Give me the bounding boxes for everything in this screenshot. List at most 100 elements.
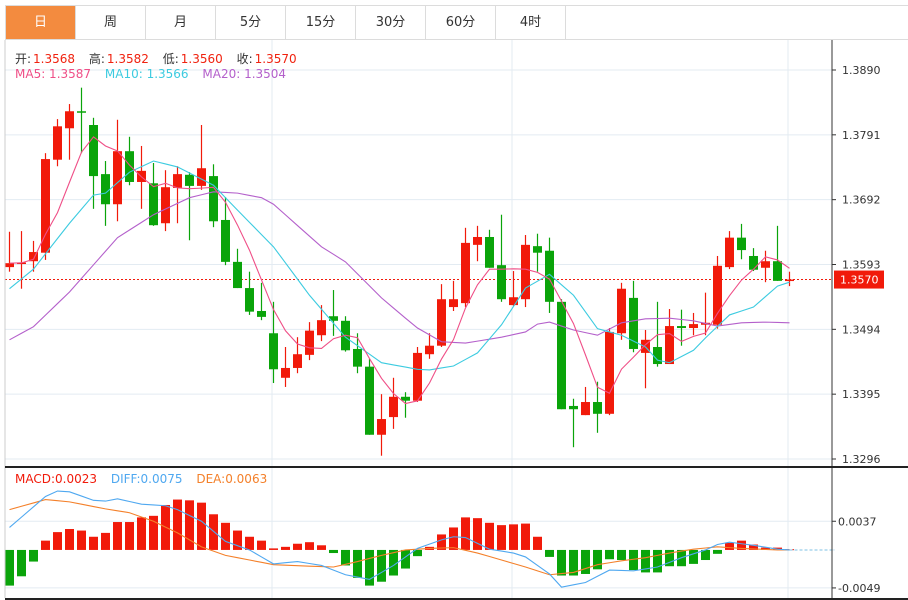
- candle-body: [485, 236, 494, 268]
- macd-bar: [473, 518, 482, 550]
- macd-legend: MACD:0.0023 DIFF:0.0075 DEA:0.0063: [15, 472, 269, 486]
- macd-bar: [101, 532, 110, 550]
- macd-bar: [173, 499, 182, 550]
- macd-bar: [701, 549, 710, 561]
- candle-body: [605, 331, 614, 414]
- ma5-line: [9, 136, 790, 405]
- candle: [41, 153, 50, 260]
- candle-body: [569, 405, 578, 410]
- high-label: 高:: [88, 52, 105, 66]
- macd-bar: [545, 549, 554, 557]
- macd-bar: [209, 514, 218, 550]
- price-tick-label: 1.3791: [842, 129, 881, 142]
- candle: [605, 328, 614, 416]
- macd-bar: [41, 540, 50, 550]
- open-value: 1.3568: [33, 52, 76, 66]
- candle-body: [185, 174, 194, 186]
- candle: [293, 337, 302, 374]
- tab-4hour[interactable]: 4时: [496, 6, 566, 39]
- candle: [281, 347, 290, 387]
- tab-day[interactable]: 日: [6, 6, 76, 39]
- candle-body: [641, 339, 650, 353]
- candle: [641, 329, 650, 389]
- price-tick-label: 1.3494: [842, 323, 881, 336]
- macd-bar: [377, 549, 386, 582]
- candle-body: [425, 345, 434, 355]
- macd-bar: [653, 549, 662, 573]
- candle: [233, 248, 242, 289]
- ma10-value: MA10: 1.3566: [104, 67, 189, 81]
- candle: [713, 255, 722, 329]
- candle-body: [281, 367, 290, 378]
- macd-bar: [341, 549, 350, 566]
- macd-bar: [509, 524, 518, 550]
- candle-body: [41, 159, 50, 253]
- close-label: 收:: [236, 52, 253, 66]
- candle-body: [749, 255, 758, 270]
- candle-body: [101, 174, 110, 205]
- diff-line: [9, 490, 790, 588]
- tab-60min[interactable]: 60分: [426, 6, 496, 39]
- last-price-label: 1.3570: [840, 274, 879, 287]
- candle-body: [197, 168, 206, 186]
- candle: [173, 166, 182, 224]
- ma-legend: MA5: 1.3587 MA10: 1.3566 MA20: 1.3504: [15, 67, 288, 81]
- macd-bar: [581, 549, 590, 574]
- tab-week[interactable]: 周: [76, 6, 146, 39]
- candle: [449, 280, 458, 311]
- macd-tick-label: -0.0049: [838, 582, 880, 595]
- macd-bar: [713, 549, 722, 554]
- candle-body: [509, 297, 518, 306]
- period-tabs: 日 周 月 5分 15分 30分 60分 4时: [5, 5, 908, 40]
- candle: [29, 240, 38, 272]
- candle: [389, 377, 398, 429]
- candle-body: [593, 402, 602, 414]
- candle-body: [77, 111, 86, 113]
- diff-value: DIFF:0.0075: [110, 472, 183, 486]
- candle: [737, 223, 746, 260]
- candle: [413, 347, 422, 403]
- candle-body: [533, 246, 542, 253]
- open-label: 开:: [15, 52, 32, 66]
- macd-bar: [113, 522, 122, 550]
- candle-body: [449, 299, 458, 308]
- macd-bar: [329, 549, 338, 554]
- candle: [221, 197, 230, 266]
- candle: [269, 301, 278, 384]
- macd-bar: [197, 502, 206, 550]
- macd-bar: [617, 549, 626, 561]
- candle: [581, 386, 590, 416]
- candle: [761, 250, 770, 283]
- macd-bar: [233, 530, 242, 550]
- macd-bar: [521, 523, 530, 550]
- candle-body: [233, 261, 242, 289]
- candle: [725, 231, 734, 270]
- tab-month[interactable]: 月: [146, 6, 216, 39]
- macd-bar: [725, 542, 734, 550]
- candle: [329, 290, 338, 336]
- candle-body: [413, 352, 422, 401]
- macd-bar: [185, 500, 194, 550]
- candle-body: [557, 301, 566, 410]
- macd-bar: [353, 549, 362, 578]
- tab-15min[interactable]: 15分: [286, 6, 356, 39]
- price-tick-label: 1.3692: [842, 194, 881, 207]
- low-value: 1.3560: [180, 52, 223, 66]
- candle: [65, 104, 74, 160]
- candle-body: [713, 265, 722, 325]
- candle: [629, 280, 638, 353]
- macd-bar: [461, 517, 470, 550]
- tab-30min[interactable]: 30分: [356, 6, 426, 39]
- grid: [5, 40, 832, 598]
- macd-bar: [281, 546, 290, 550]
- candle: [113, 119, 122, 222]
- candle-body: [389, 396, 398, 418]
- candle-body: [125, 151, 134, 182]
- macd-bar: [485, 522, 494, 550]
- candle: [485, 229, 494, 268]
- macd-bar: [269, 548, 278, 550]
- macd-bar: [65, 529, 74, 550]
- tab-5min[interactable]: 5分: [216, 6, 286, 39]
- candle-body: [581, 402, 590, 416]
